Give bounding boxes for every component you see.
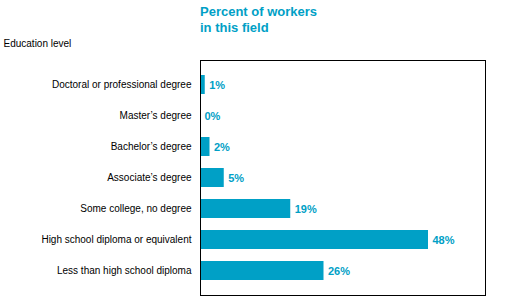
svg-text:High school diploma or equival: High school diploma or equivalent: [41, 234, 191, 245]
svg-text:1%: 1%: [209, 79, 225, 91]
svg-text:26%: 26%: [328, 265, 350, 277]
html-text:Percent of workers in this fie: Percent of workers in this field: [200, 4, 317, 35]
svg-text:0%: 0%: [205, 110, 221, 122]
svg-text:Associate’s degree: Associate’s degree: [107, 172, 192, 183]
svg-text:Education level: Education level: [4, 38, 72, 49]
svg-text:Master’s degree: Master’s degree: [120, 110, 192, 121]
svg-text:2%: 2%: [214, 141, 230, 153]
svg-text:Some college, no degree: Some college, no degree: [80, 203, 192, 214]
svg-text:Doctoral or professional degre: Doctoral or professional degree: [52, 79, 192, 90]
svg-text:19%: 19%: [295, 203, 317, 215]
svg-text:Bachelor’s degree: Bachelor’s degree: [111, 141, 192, 152]
svg-text:5%: 5%: [228, 172, 244, 184]
svg-text:Less than high school diploma: Less than high school diploma: [57, 265, 192, 276]
svg-text:48%: 48%: [433, 234, 455, 246]
